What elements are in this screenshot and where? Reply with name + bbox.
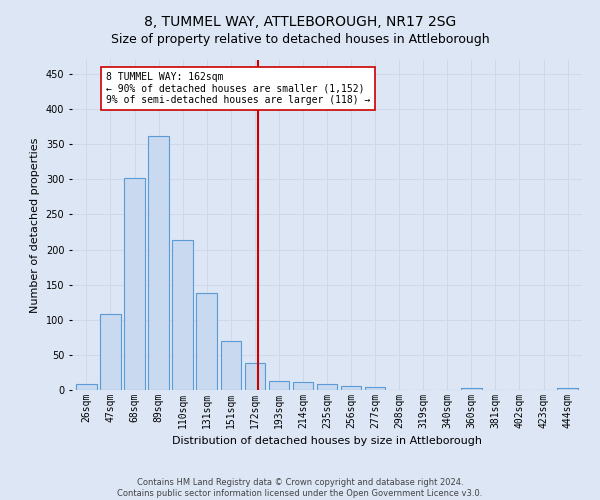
Text: Size of property relative to detached houses in Attleborough: Size of property relative to detached ho… [110,32,490,46]
Bar [124,178,145,390]
X-axis label: Distribution of detached houses by size in Attleborough: Distribution of detached houses by size … [172,436,482,446]
Bar [196,293,217,390]
Bar [245,364,265,390]
Bar [317,384,337,390]
Bar [269,381,289,390]
Bar [461,388,482,390]
Bar [172,240,193,390]
Bar [365,387,385,390]
Bar [341,386,361,390]
Bar [76,384,97,390]
Bar [293,382,313,390]
Text: 8, TUMMEL WAY, ATTLEBOROUGH, NR17 2SG: 8, TUMMEL WAY, ATTLEBOROUGH, NR17 2SG [144,15,456,29]
Text: Contains HM Land Registry data © Crown copyright and database right 2024.
Contai: Contains HM Land Registry data © Crown c… [118,478,482,498]
Y-axis label: Number of detached properties: Number of detached properties [30,138,40,312]
Bar [221,341,241,390]
Text: 8 TUMMEL WAY: 162sqm
← 90% of detached houses are smaller (1,152)
9% of semi-det: 8 TUMMEL WAY: 162sqm ← 90% of detached h… [106,72,370,105]
Bar [148,136,169,390]
Bar [100,314,121,390]
Bar [557,388,578,390]
